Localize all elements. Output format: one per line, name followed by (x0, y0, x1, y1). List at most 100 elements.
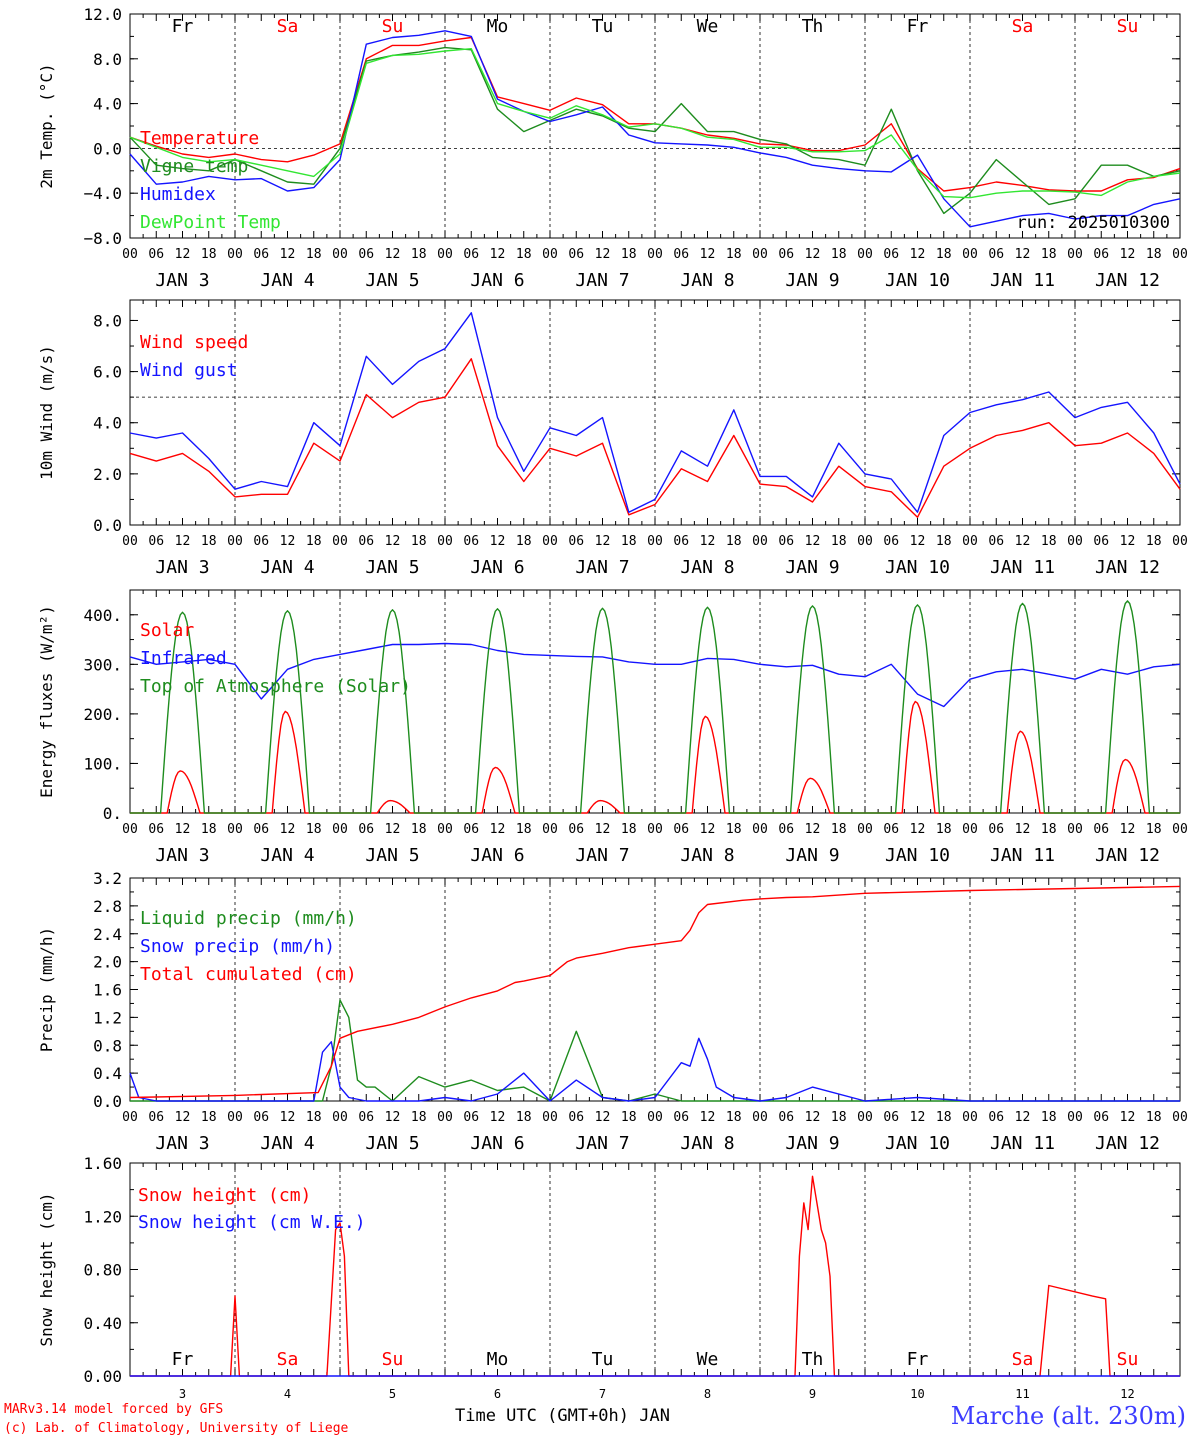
day-name-label: Fr (907, 16, 929, 37)
date-label: JAN 11 (990, 270, 1055, 291)
date-label: JAN 9 (785, 557, 839, 578)
hour-tick-label: 00 (1067, 822, 1083, 837)
day-name-label: We (697, 1349, 719, 1370)
day-number-label: 10 (910, 1387, 924, 1401)
series-line-3 (129, 30, 1181, 228)
date-label: JAN 11 (990, 845, 1055, 866)
series-line-2 (129, 46, 1181, 215)
hour-tick-label: 12 (490, 1110, 506, 1125)
y-tick-label: −8.0 (83, 229, 122, 248)
y-tick-label: 2.0 (93, 953, 122, 972)
legend-entry: Infrared (140, 648, 227, 669)
hour-tick-label: 06 (253, 822, 269, 837)
hour-tick-label: 06 (778, 1110, 794, 1125)
day-number-label: 3 (179, 1387, 186, 1401)
date-label: JAN 4 (260, 557, 314, 578)
hour-tick-label: 06 (463, 247, 479, 262)
hour-tick-label: 18 (726, 1110, 742, 1125)
hour-tick-label: 00 (647, 1110, 663, 1125)
date-label: JAN 4 (260, 270, 314, 291)
hour-tick-label: 12 (280, 534, 296, 549)
y-tick-label: 400. (83, 606, 122, 625)
date-label: JAN 11 (990, 557, 1055, 578)
date-label: JAN 5 (365, 1133, 419, 1154)
hour-tick-label: 18 (726, 822, 742, 837)
day-name-label: Tu (592, 16, 614, 37)
hour-tick-label: 12 (280, 247, 296, 262)
hour-tick-label: 12 (1120, 247, 1136, 262)
y-tick-label: 1.20 (83, 1207, 122, 1226)
hour-tick-label: 12 (910, 534, 926, 549)
date-label: JAN 3 (155, 557, 209, 578)
day-number-label: 5 (389, 1387, 396, 1401)
day-number-label: 4 (284, 1387, 291, 1401)
hour-tick-label: 00 (1172, 1110, 1188, 1125)
date-label: JAN 8 (680, 845, 734, 866)
series-line-3 (130, 600, 1180, 814)
hour-tick-label: 06 (148, 822, 164, 837)
hour-tick-label: 12 (700, 247, 716, 262)
y-axis-label: 2m Temp. (°C) (37, 63, 56, 188)
hour-tick-label: 12 (805, 822, 821, 837)
hour-tick-label: 06 (673, 247, 689, 262)
hour-tick-label: 06 (463, 534, 479, 549)
hour-tick-label: 00 (122, 247, 138, 262)
hour-tick-label: 06 (883, 247, 899, 262)
y-tick-label: 0.0 (93, 1092, 122, 1111)
hour-tick-label: 06 (883, 822, 899, 837)
hour-tick-label: 06 (463, 822, 479, 837)
hour-tick-label: 06 (568, 1110, 584, 1125)
hour-tick-label: 18 (831, 822, 847, 837)
panel-5: 0.00 0.40 0.80 1.20 1.60 Snow height (cm) Fr Sa… (37, 1154, 1181, 1401)
hour-tick-label: 12 (595, 822, 611, 837)
date-label: JAN 6 (470, 845, 524, 866)
date-label: JAN 9 (785, 845, 839, 866)
hour-tick-label: 12 (805, 534, 821, 549)
y-axis-label: 10m Wind (m/s) (37, 345, 56, 480)
hour-tick-label: 00 (857, 1110, 873, 1125)
series-line-2 (129, 642, 1181, 708)
y-tick-label: 8.0 (93, 50, 122, 69)
date-label: JAN 12 (1095, 1133, 1160, 1154)
hour-tick-label: 00 (752, 534, 768, 549)
y-axis-label: Snow height (cm) (37, 1192, 56, 1346)
date-label: JAN 8 (680, 1133, 734, 1154)
y-tick-label: 0.8 (93, 1036, 122, 1055)
hour-tick-label: 06 (673, 822, 689, 837)
day-name-label: Fr (172, 1349, 194, 1370)
hour-tick-label: 06 (1093, 247, 1109, 262)
plot-frame (129, 13, 1181, 239)
plot-frame (129, 299, 1181, 526)
date-label: JAN 8 (680, 270, 734, 291)
hour-tick-label: 18 (831, 534, 847, 549)
hour-tick-label: 00 (437, 1110, 453, 1125)
hour-tick-label: 06 (253, 1110, 269, 1125)
date-label: JAN 3 (155, 270, 209, 291)
hour-tick-label: 12 (280, 1110, 296, 1125)
hour-tick-label: 00 (857, 534, 873, 549)
hour-tick-label: 12 (175, 534, 191, 549)
hour-tick-label: 00 (122, 822, 138, 837)
day-name-label: Su (1117, 1349, 1139, 1370)
day-name-label: Fr (907, 1349, 929, 1370)
hour-tick-label: 12 (910, 247, 926, 262)
hour-tick-label: 06 (253, 534, 269, 549)
hour-tick-label: 06 (673, 1110, 689, 1125)
hour-tick-label: 06 (778, 247, 794, 262)
series-line-2 (129, 1037, 1180, 1102)
hour-tick-label: 12 (805, 1110, 821, 1125)
hour-tick-label: 18 (831, 1110, 847, 1125)
day-name-label: Tu (592, 1349, 614, 1370)
hour-tick-label: 18 (411, 534, 427, 549)
y-tick-label: 0.0 (93, 139, 122, 158)
day-name-label: Fr (172, 16, 194, 37)
hour-tick-label: 00 (1067, 247, 1083, 262)
hour-tick-label: 18 (201, 822, 217, 837)
hour-tick-label: 18 (411, 247, 427, 262)
hour-tick-label: 18 (201, 1110, 217, 1125)
hour-tick-label: 06 (673, 534, 689, 549)
series-line-2 (129, 312, 1181, 513)
date-label: JAN 10 (885, 557, 950, 578)
y-tick-label: 2.4 (93, 925, 122, 944)
y-tick-label: 4.0 (93, 414, 122, 433)
